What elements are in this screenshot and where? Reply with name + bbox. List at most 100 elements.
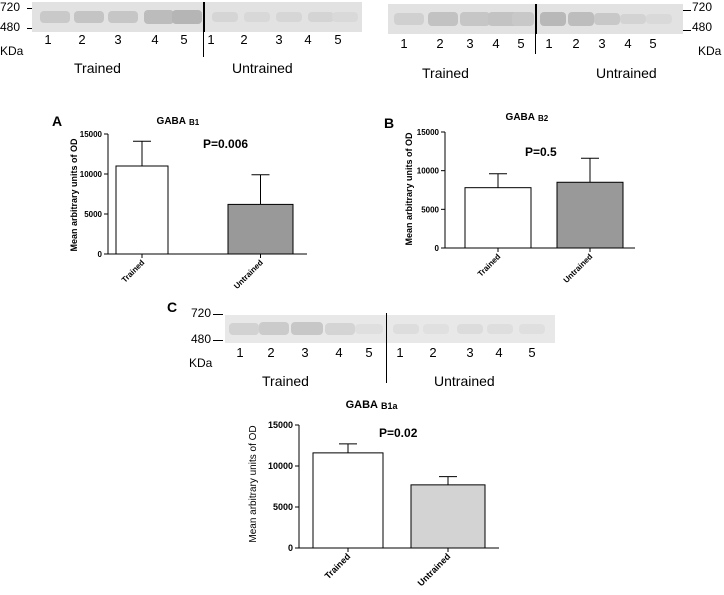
lane-number: 1 [236,345,244,360]
band [568,12,594,26]
y-tick-label: 10000 [417,167,440,176]
chart-title-main: GABA [157,116,186,127]
band [308,12,334,22]
lane-number: 4 [492,36,500,51]
y-tick-label: 10000 [80,170,103,179]
mw-480-label: 480 [692,20,713,34]
lane-number: 2 [436,36,444,51]
band [620,14,646,24]
band [393,324,419,334]
panel-letter-a: A [52,113,63,129]
lane-divider [204,2,205,32]
blot-divider [535,4,536,54]
chart-b: GABA B2 P=0.5 Mean arbitrary units of OD… [404,112,635,285]
lane-number: 5 [517,36,525,51]
y-tick-label: 0 [98,250,103,259]
lane-number: 4 [151,32,159,47]
lane-number: 4 [624,36,632,51]
chart-title-sub: B2 [538,114,549,123]
band [108,11,138,23]
chart-title-main: GABA [506,112,535,123]
kda-label: KDa [189,356,213,370]
lane-number: 1 [207,32,215,47]
band [291,322,323,335]
lane-number: 3 [466,345,474,360]
band [144,10,174,24]
band [74,11,104,23]
lane-number: 3 [114,32,122,47]
mw-720-label: 720 [191,306,212,320]
mw-720-label: 720 [0,0,21,14]
kda-label: KDa [0,44,24,58]
lane-number: 3 [301,345,309,360]
y-tick-label: 0 [435,244,440,253]
band [325,323,355,335]
band [519,324,545,334]
lane-number: 2 [240,32,248,47]
chart-title-main: GABA [346,399,378,411]
lane-number: 1 [44,32,52,47]
mw-tick [27,28,35,29]
chart-title-sub: B1 [189,118,200,127]
lane-number: 2 [267,345,275,360]
lane-number: 4 [304,32,312,47]
y-axis-label: Mean arbitrary units of OD [248,425,259,542]
p-value-annotation: P=0.02 [379,426,418,440]
y-tick-label: 5000 [273,502,293,512]
blot-image [32,2,362,32]
mw-tick [683,30,691,31]
lane-number: 5 [528,345,536,360]
band [540,12,566,26]
y-axis-label: Mean arbitrary units of OD [69,138,79,252]
band [355,324,383,334]
lane-number: 5 [365,345,373,360]
lane-number: 4 [495,345,503,360]
lane-number: 1 [396,345,404,360]
band [259,322,289,335]
trained-label: Trained [74,60,121,76]
lane-number: 2 [572,36,580,51]
band [172,10,202,24]
kda-label: KDa [698,44,722,58]
y-tick-label: 15000 [268,420,293,430]
panel-letter-c: C [167,299,178,315]
lane-number: 2 [78,32,86,47]
x-tick-label: Untrained [232,258,265,291]
y-tick-label: 15000 [417,128,440,137]
bar [410,484,486,549]
band [229,323,259,335]
lane-number: 5 [180,32,188,47]
lane-number: 5 [334,32,342,47]
band [332,12,358,22]
mw-480-label: 480 [0,20,21,34]
band [488,12,518,26]
y-tick-label: 5000 [421,205,439,214]
untrained-label: Untrained [232,60,293,76]
band [487,324,513,334]
y-tick-label: 15000 [80,130,103,139]
band [594,13,620,25]
mw-tick [213,340,223,341]
band [423,324,449,334]
panel-letter-b: B [384,115,395,131]
lane-number: 1 [545,36,553,51]
x-tick-label: Trained [120,258,147,285]
blot-divider [203,2,204,57]
band [646,14,672,24]
x-tick-label: Untrained [562,252,595,285]
y-tick-label: 10000 [268,461,293,471]
mw-tick [27,8,35,9]
x-tick-label: Trained [323,551,353,581]
lane-number: 5 [649,36,657,51]
band [428,12,458,26]
trained-label: Trained [262,373,309,389]
band [457,324,483,334]
band [244,12,270,22]
untrained-label: Untrained [596,65,657,81]
mw-480-label: 480 [191,332,212,346]
lane-number: 1 [400,36,408,51]
chart-title-sub: B1a [381,401,399,411]
y-tick-label: 5000 [84,210,102,219]
band [212,12,238,22]
lane-number: 3 [275,32,283,47]
